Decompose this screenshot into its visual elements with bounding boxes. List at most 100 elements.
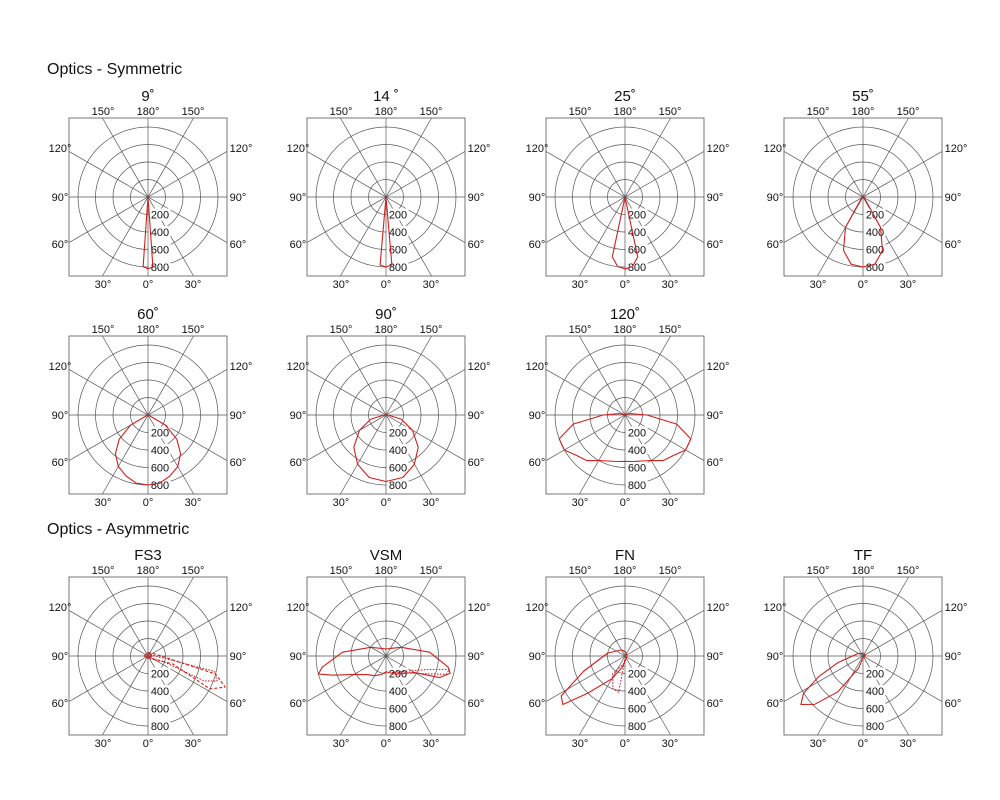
- tick-label: 60°: [290, 239, 307, 251]
- tick-label: 60°: [52, 698, 69, 710]
- radial-label: 800: [151, 262, 169, 274]
- radial-label: 400: [628, 686, 646, 698]
- radial-label-bg: [863, 208, 886, 221]
- tick-label: 150°: [182, 106, 205, 118]
- radial-label: 200: [151, 669, 169, 681]
- tick-label: 150°: [569, 106, 592, 118]
- intensity-curve: [800, 652, 866, 706]
- tick-label: 90°: [468, 410, 485, 422]
- radial-label-bg: [863, 667, 886, 680]
- tick-label: 60°: [529, 239, 546, 251]
- tick-label: 0°: [858, 738, 869, 750]
- radial-label: 200: [389, 210, 407, 222]
- radial-label-bg: [863, 702, 886, 715]
- tick-label: 60°: [945, 698, 962, 710]
- radial-label: 600: [151, 245, 169, 257]
- radial-label-bg: [148, 702, 171, 715]
- radial-label: 600: [628, 245, 646, 257]
- tick-label: 0°: [381, 738, 392, 750]
- radial-label-bg: [863, 226, 886, 238]
- radial-label: 600: [866, 245, 884, 257]
- tick-label: 30°: [185, 279, 202, 291]
- radial-label-bg: [625, 702, 648, 715]
- tick-label: 30°: [423, 279, 440, 291]
- tick-label: 60°: [290, 457, 307, 469]
- tick-label: 90°: [468, 651, 485, 663]
- tick-label: 180°: [137, 565, 160, 577]
- tick-label: 60°: [707, 239, 724, 251]
- radial-label-bg: [386, 243, 409, 256]
- radial-label-bg: [148, 461, 171, 474]
- tick-label: 120°: [526, 143, 549, 155]
- tick-label: 30°: [95, 279, 112, 291]
- radial-label: 400: [389, 686, 407, 698]
- radial-label: 400: [628, 227, 646, 239]
- tick-label: 60°: [529, 698, 546, 710]
- tick-label: 0°: [620, 738, 631, 750]
- radial-label: 800: [389, 480, 407, 492]
- tick-label: 60°: [707, 457, 724, 469]
- tick-label: 30°: [572, 738, 589, 750]
- tick-label: 60°: [290, 698, 307, 710]
- radial-label: 800: [389, 721, 407, 733]
- radial-label-bg: [148, 426, 171, 439]
- radial-label: 600: [151, 704, 169, 716]
- radial-label: 200: [151, 428, 169, 440]
- tick-label: 90°: [290, 192, 307, 204]
- radial-label-bg: [386, 461, 409, 474]
- tick-label: 60°: [52, 457, 69, 469]
- tick-label: 150°: [182, 324, 205, 336]
- tick-label: 30°: [95, 738, 112, 750]
- tick-label: 180°: [614, 565, 637, 577]
- tick-label: 90°: [290, 651, 307, 663]
- tick-label: 150°: [807, 106, 830, 118]
- radial-label-bg: [625, 720, 648, 732]
- tick-label: 0°: [620, 279, 631, 291]
- radial-label-bg: [625, 667, 648, 680]
- intensity-curve: [143, 652, 153, 660]
- radial-label-bg: [625, 208, 648, 221]
- radial-label-bg: [863, 720, 886, 732]
- radial-label-bg: [625, 685, 648, 697]
- tick-label: 180°: [614, 324, 637, 336]
- tick-label: 150°: [659, 565, 682, 577]
- radial-label-bg: [386, 685, 409, 697]
- radial-label-bg: [386, 720, 409, 732]
- tick-label: 30°: [810, 738, 827, 750]
- radial-label-bg: [863, 261, 886, 273]
- intensity-curve: [114, 414, 182, 486]
- tick-label: 120°: [49, 602, 72, 614]
- radial-label-bg: [625, 444, 648, 456]
- tick-label: 120°: [764, 602, 787, 614]
- radial-label: 200: [628, 428, 646, 440]
- tick-label: 120°: [707, 602, 730, 614]
- tick-label: 30°: [572, 279, 589, 291]
- tick-label: 120°: [526, 361, 549, 373]
- tick-label: 90°: [468, 192, 485, 204]
- tick-label: 150°: [569, 324, 592, 336]
- tick-label: 120°: [287, 361, 310, 373]
- radial-label: 800: [628, 262, 646, 274]
- tick-label: 120°: [468, 361, 491, 373]
- radial-label-bg: [148, 261, 171, 273]
- tick-label: 180°: [375, 324, 398, 336]
- tick-label: 60°: [468, 698, 485, 710]
- tick-label: 30°: [95, 497, 112, 509]
- tick-label: 30°: [185, 738, 202, 750]
- radial-label-bg: [625, 426, 648, 439]
- radial-label: 400: [866, 227, 884, 239]
- radial-label-bg: [148, 685, 171, 697]
- tick-label: 120°: [230, 143, 253, 155]
- tick-label: 150°: [330, 106, 353, 118]
- radial-label: 400: [151, 686, 169, 698]
- tick-label: 60°: [529, 457, 546, 469]
- tick-label: 150°: [897, 565, 920, 577]
- tick-label: 180°: [137, 106, 160, 118]
- radial-label-bg: [148, 226, 171, 238]
- tick-label: 60°: [945, 239, 962, 251]
- tick-label: 150°: [330, 565, 353, 577]
- tick-label: 90°: [707, 651, 724, 663]
- radial-label-bg: [625, 461, 648, 474]
- chart-title: 55˚: [852, 88, 874, 105]
